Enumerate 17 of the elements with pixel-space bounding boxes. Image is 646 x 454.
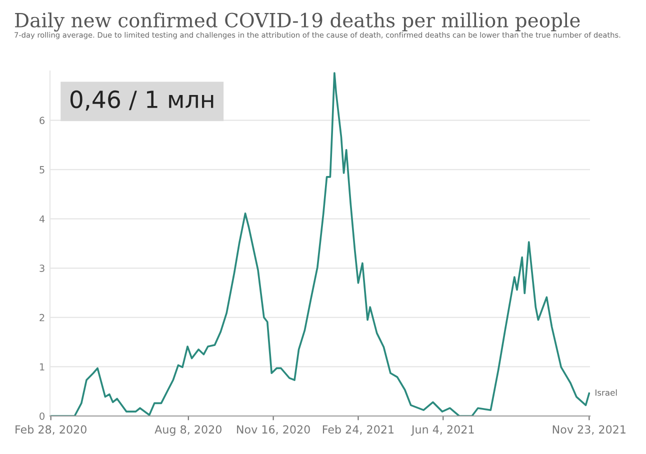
chart-title: Daily new confirmed COVID-19 deaths per million people: [15, 12, 580, 32]
annotation: 0,46 / 1 млн: [70, 90, 214, 111]
x-tick-label: Feb 24, 2021: [322, 425, 394, 435]
y-tick-label: 1: [40, 363, 44, 370]
x-tick-label: Nov 23, 2021: [552, 425, 626, 435]
line-series: [50, 72, 590, 416]
y-tick-label: 3: [40, 264, 44, 272]
series-label: Israel: [596, 389, 617, 396]
y-tick-label: 4: [39, 215, 45, 223]
x-tick-label: Jun 4, 2021: [410, 425, 474, 436]
y-tick-label: 0: [40, 412, 44, 420]
x-tick-label: Feb 28, 2020: [16, 425, 86, 435]
y-tick-label: 5: [40, 166, 44, 174]
y-tick-label: 2: [40, 314, 44, 322]
y-tick-label: 6: [40, 116, 45, 124]
x-tick-label: Aug 8, 2020: [154, 425, 222, 436]
x-tick-label: Nov 16, 2020: [237, 425, 310, 435]
